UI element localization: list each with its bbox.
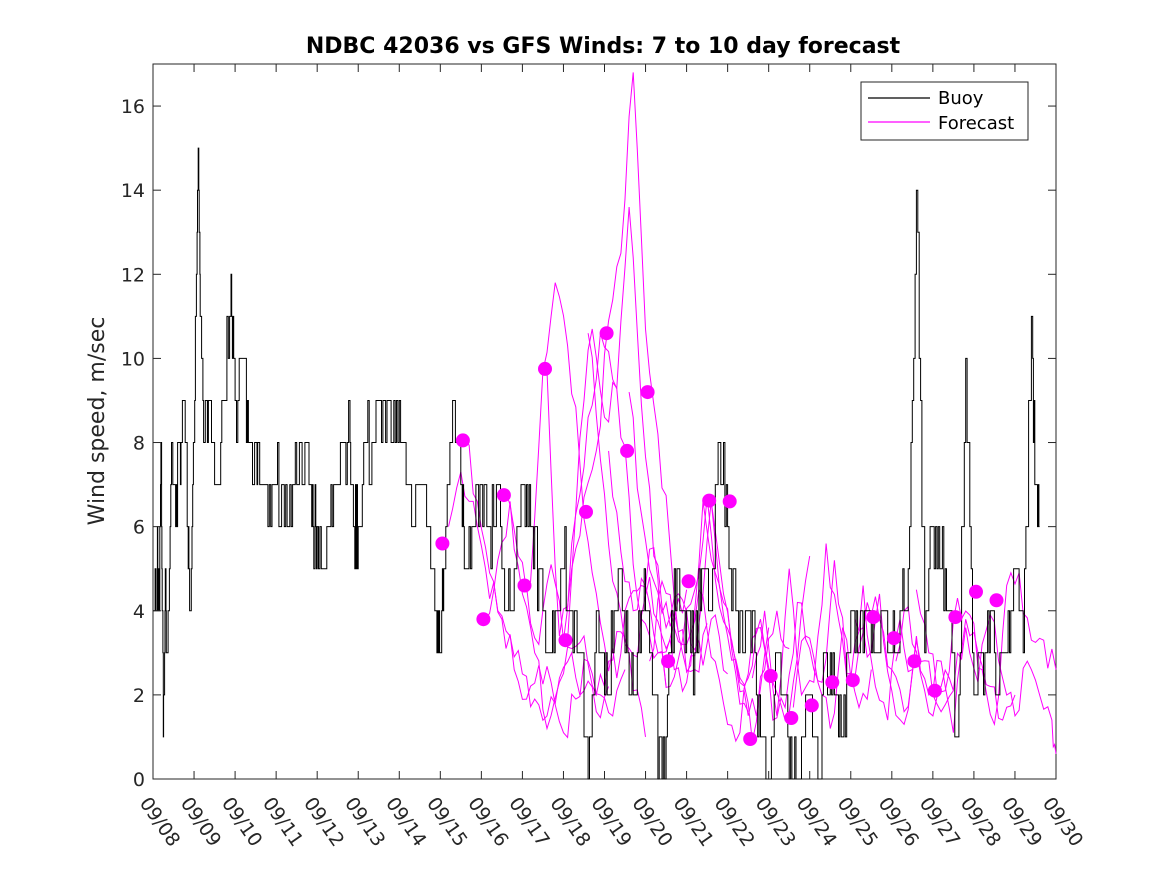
y-tick-label: 14 — [121, 180, 145, 202]
forecast-line-14 — [792, 596, 954, 729]
forecast-line-10 — [628, 392, 790, 742]
forecast-marker-4 — [496, 488, 511, 503]
forecast-line-3 — [485, 501, 646, 737]
forecast-line-2 — [464, 442, 626, 739]
forecast-line-12 — [710, 501, 872, 721]
forecast-series-group — [448, 72, 1057, 754]
buoy-line — [152, 147, 1040, 780]
forecast-line-4 — [505, 282, 667, 687]
y-tick-label: 10 — [121, 348, 145, 370]
y-axis-label: Wind speed, m/sec — [85, 317, 110, 526]
legend-buoy-label: Buoy — [938, 88, 984, 109]
forecast-marker-26 — [948, 610, 963, 625]
forecast-marker-8 — [579, 504, 593, 519]
forecast-marker-16 — [743, 732, 758, 746]
chart-title: NDBC 42036 vs GFS Winds: 7 to 10 day for… — [306, 34, 901, 59]
forecast-marker-6 — [538, 361, 552, 376]
forecast-line-8 — [587, 333, 749, 712]
forecast-line-13 — [751, 543, 913, 721]
forecast-line-7 — [567, 206, 728, 675]
forecast-marker-19 — [804, 698, 819, 713]
forecast-marker-7 — [558, 633, 573, 648]
forecast-marker-20 — [825, 675, 840, 690]
legend: Buoy Forecast — [860, 81, 1029, 141]
y-tick-label: 6 — [133, 517, 145, 539]
y-tick-label: 4 — [133, 601, 145, 623]
forecast-marker-group — [435, 326, 1004, 746]
forecast-marker-24 — [907, 654, 922, 669]
forecast-line-11 — [649, 556, 811, 743]
forecast-marker-10 — [620, 443, 635, 458]
y-tick-label: 16 — [121, 96, 145, 118]
forecast-marker-23 — [886, 631, 901, 646]
forecast-marker-2 — [455, 433, 470, 448]
forecast-marker-27 — [969, 584, 983, 599]
legend-forecast-label: Forecast — [938, 113, 1014, 134]
forecast-marker-28 — [989, 593, 1004, 608]
forecast-marker-1 — [435, 536, 450, 551]
forecast-line-16 — [895, 571, 1057, 727]
forecast-marker-17 — [763, 669, 778, 683]
forecast-marker-22 — [866, 610, 881, 625]
forecast-marker-13 — [681, 574, 696, 589]
legend-box — [860, 81, 1029, 141]
forecast-marker-15 — [722, 494, 737, 509]
buoy-series-group — [152, 147, 1040, 780]
forecast-marker-18 — [784, 711, 799, 725]
forecast-line-5 — [526, 333, 688, 660]
y-tick-label: 2 — [133, 685, 145, 707]
forecast-marker-5 — [517, 578, 532, 593]
forecast-marker-11 — [640, 385, 655, 400]
forecast-marker-25 — [927, 683, 942, 698]
y-tick-label: 12 — [121, 264, 145, 286]
forecast-marker-21 — [845, 673, 860, 688]
forecast-marker-9 — [599, 326, 614, 341]
y-tick-label: 8 — [133, 433, 145, 455]
forecast-marker-3 — [476, 612, 491, 627]
forecast-marker-12 — [661, 654, 676, 669]
forecast-marker-14 — [702, 493, 717, 508]
y-tick-label: 0 — [133, 769, 145, 791]
forecast-line-9 — [608, 450, 770, 717]
